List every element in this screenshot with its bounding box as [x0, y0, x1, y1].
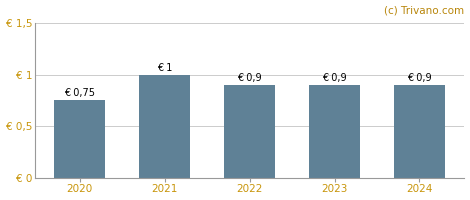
Bar: [224, 85, 275, 178]
Text: (c) Trivano.com: (c) Trivano.com: [384, 6, 464, 16]
Bar: [139, 75, 190, 178]
Text: € 0,75: € 0,75: [64, 88, 95, 98]
Bar: [309, 85, 360, 178]
Text: € 0,9: € 0,9: [407, 73, 432, 83]
Text: € 0,9: € 0,9: [322, 73, 347, 83]
Bar: [394, 85, 445, 178]
Text: € 1: € 1: [157, 63, 172, 73]
Text: € 0,9: € 0,9: [237, 73, 262, 83]
Bar: [55, 100, 105, 178]
